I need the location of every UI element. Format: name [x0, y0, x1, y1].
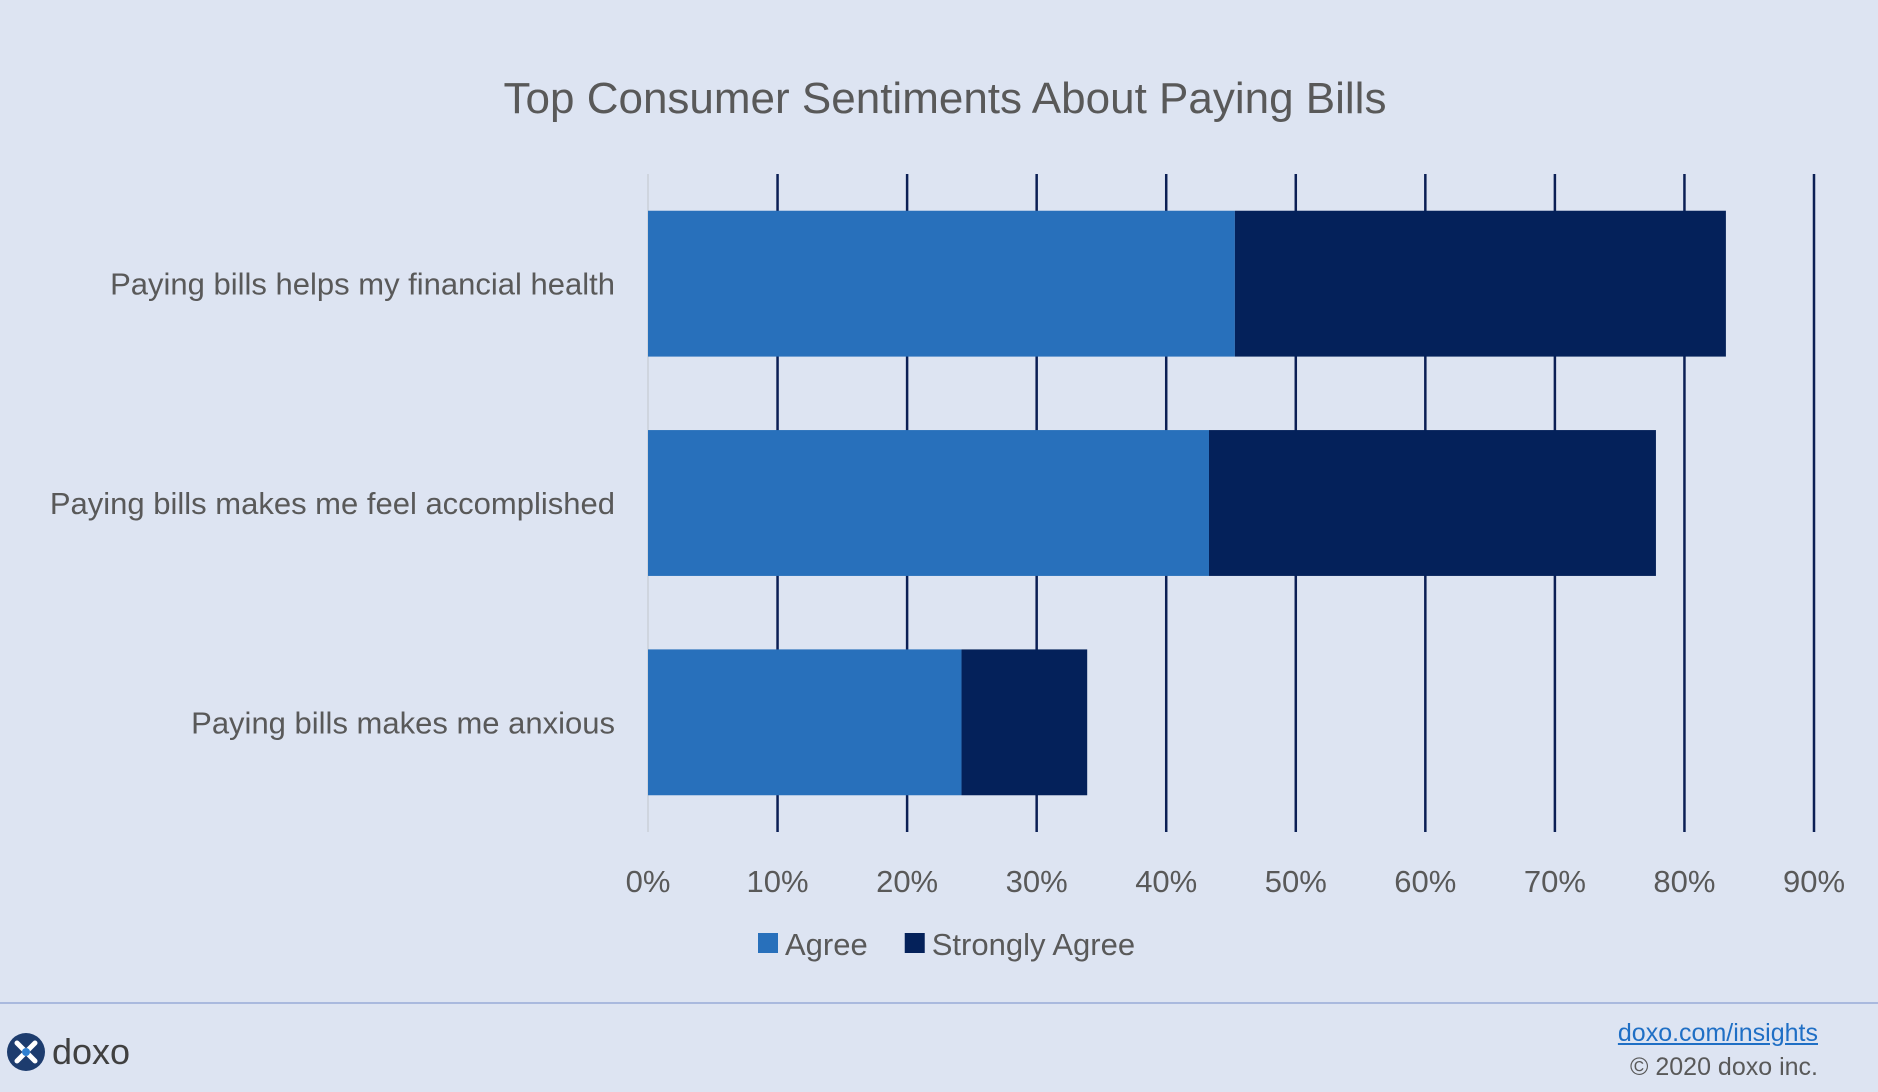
tick-label: 50%: [1265, 864, 1327, 899]
bar-strongly-agree: [1208, 430, 1656, 576]
tick-label: 60%: [1394, 864, 1456, 899]
bar-strongly-agree: [1234, 210, 1726, 357]
tick-label: 80%: [1653, 864, 1715, 899]
tick-label: 40%: [1135, 864, 1197, 899]
doxo-logo[interactable]: doxo: [6, 1030, 130, 1074]
category-label: Paying bills makes me anxious: [191, 705, 615, 740]
tick-label: 70%: [1524, 864, 1586, 899]
footer-info: doxo.com/insights © 2020 doxo inc.: [1618, 1016, 1818, 1084]
insights-link[interactable]: doxo.com/insights: [1617, 1019, 1818, 1047]
chart: Top Consumer Sentiments About Paying Bil…: [50, 74, 1845, 962]
tick-label: 0%: [626, 864, 671, 899]
legend-label: Agree: [785, 927, 868, 962]
tick-label: 20%: [876, 864, 938, 899]
legend-swatch: [904, 933, 925, 953]
legend: Agree Strongly Agree: [758, 927, 1135, 962]
tick-label: 30%: [1006, 864, 1068, 899]
category-labels: Paying bills helps my financial health Pa…: [50, 267, 615, 741]
legend-swatch: [758, 933, 778, 953]
category-label: Paying bills makes me feel accomplished: [50, 486, 615, 521]
doxo-logo-icon: [7, 1033, 45, 1071]
tick-labels: 0% 10% 20% 30% 40% 50% 60% 70% 80% 90%: [626, 864, 1845, 899]
logo-text: doxo: [52, 1031, 131, 1072]
footer-divider: [0, 1002, 1878, 1004]
bar-agree: [648, 430, 1209, 576]
bars: [648, 210, 1726, 796]
bar-agree: [648, 210, 1235, 357]
legend-label: Strongly Agree: [932, 927, 1135, 962]
category-label: Paying bills helps my financial health: [110, 267, 615, 302]
tick-label: 90%: [1783, 864, 1845, 899]
bar-agree: [648, 649, 962, 796]
copyright-text: © 2020 doxo inc.: [1630, 1053, 1818, 1081]
bar-strongly-agree: [961, 649, 1088, 796]
chart-title: Top Consumer Sentiments About Paying Bil…: [504, 74, 1387, 123]
tick-label: 10%: [747, 864, 809, 899]
